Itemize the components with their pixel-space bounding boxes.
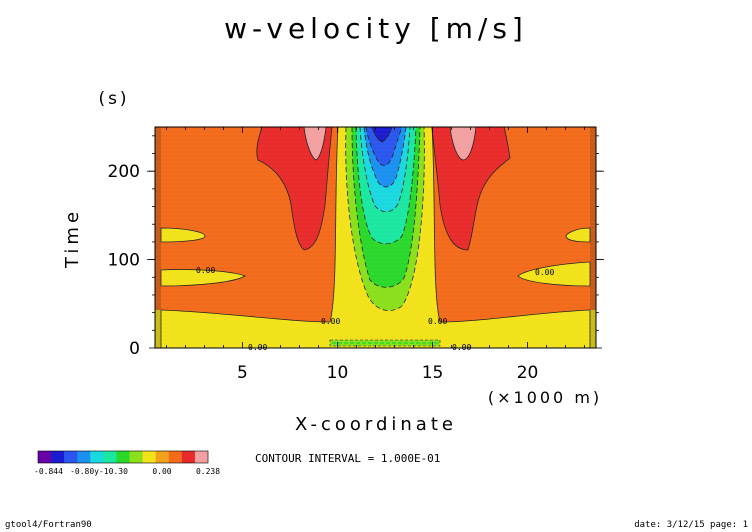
right-edge-strip-lower xyxy=(590,310,596,348)
region-darkblue xyxy=(371,126,393,143)
x-unit-label: (×1000 m) xyxy=(488,388,602,407)
colorbar-swatch xyxy=(116,451,130,463)
region-red-right xyxy=(431,126,511,251)
contour-label-zero: 0.00 xyxy=(535,268,554,277)
colorbar-swatch xyxy=(129,451,143,463)
colorbar-tick-label: 0.238 xyxy=(196,467,220,476)
region-yellow-left-tongue-2 xyxy=(160,269,246,287)
footer-left: gtool4/Fortran90 xyxy=(5,520,92,530)
chart-title: w-velocity [m/s] xyxy=(224,12,528,45)
y-axis-label: Time xyxy=(62,208,83,269)
colorbar-tick-label: 0.00 xyxy=(152,467,171,476)
contour-interval-text: CONTOUR INTERVAL = 1.000E-01 xyxy=(255,452,440,465)
plot-area: 0.00 0.00 0.00 0.00 0.00 0.00 xyxy=(154,126,597,352)
colorbar-swatch xyxy=(64,451,78,463)
x-axis: 5 10 15 20 xyxy=(166,127,585,383)
region-yellow-left-tongue-1 xyxy=(160,227,206,243)
x-tick-label: 20 xyxy=(517,363,539,383)
x-tick-label: 10 xyxy=(327,363,349,383)
colorbar-overlap-label: -0.80y-10.30 xyxy=(70,467,128,476)
left-edge-strip-lower xyxy=(155,310,161,348)
footer-right: date: 3/12/15 page: 1 xyxy=(634,520,748,530)
x-tick-label: 5 xyxy=(237,363,248,383)
colorbar-swatch xyxy=(77,451,91,463)
right-edge-strip-upper xyxy=(590,127,596,310)
colorbar-swatch xyxy=(168,451,183,463)
region-yellow-right-tongue-1 xyxy=(565,227,591,243)
colorbar-swatch xyxy=(142,451,156,463)
x-axis-label: X-coordinate xyxy=(295,414,457,435)
contour-label-zero: 0.00 xyxy=(321,317,340,326)
contour-label-zero: 0.00 xyxy=(196,266,215,275)
left-edge-strip-upper xyxy=(155,127,161,310)
y-axis: 0 100 200 xyxy=(108,135,604,359)
contour-label-zero: 0.00 xyxy=(428,317,447,326)
colorbar-swatch xyxy=(155,451,170,463)
region-yellow-right-tongue-2 xyxy=(517,261,591,287)
y-tick-label: 0 xyxy=(129,339,140,359)
bottom-noise-band xyxy=(329,339,441,347)
region-pink-right xyxy=(449,126,477,161)
colorbar-swatch xyxy=(181,451,196,463)
colorbar-swatch xyxy=(90,451,104,463)
y-unit-label: (s) xyxy=(98,89,129,109)
colorbar-frame xyxy=(37,450,209,464)
colorbar: -0.844 0.00 0.238 xyxy=(34,450,220,476)
colorbar-tick-label: -0.844 xyxy=(34,467,63,476)
colorbar-swatch xyxy=(194,451,209,463)
region-blue xyxy=(365,126,403,166)
colorbar-swatch xyxy=(38,451,52,463)
colorbar-swatch xyxy=(51,451,65,463)
x-tick-label: 15 xyxy=(422,363,444,383)
y-tick-label: 100 xyxy=(108,251,140,271)
region-pink-left xyxy=(303,126,327,161)
colorbar-swatch xyxy=(103,451,117,463)
y-tick-label: 200 xyxy=(108,162,140,182)
